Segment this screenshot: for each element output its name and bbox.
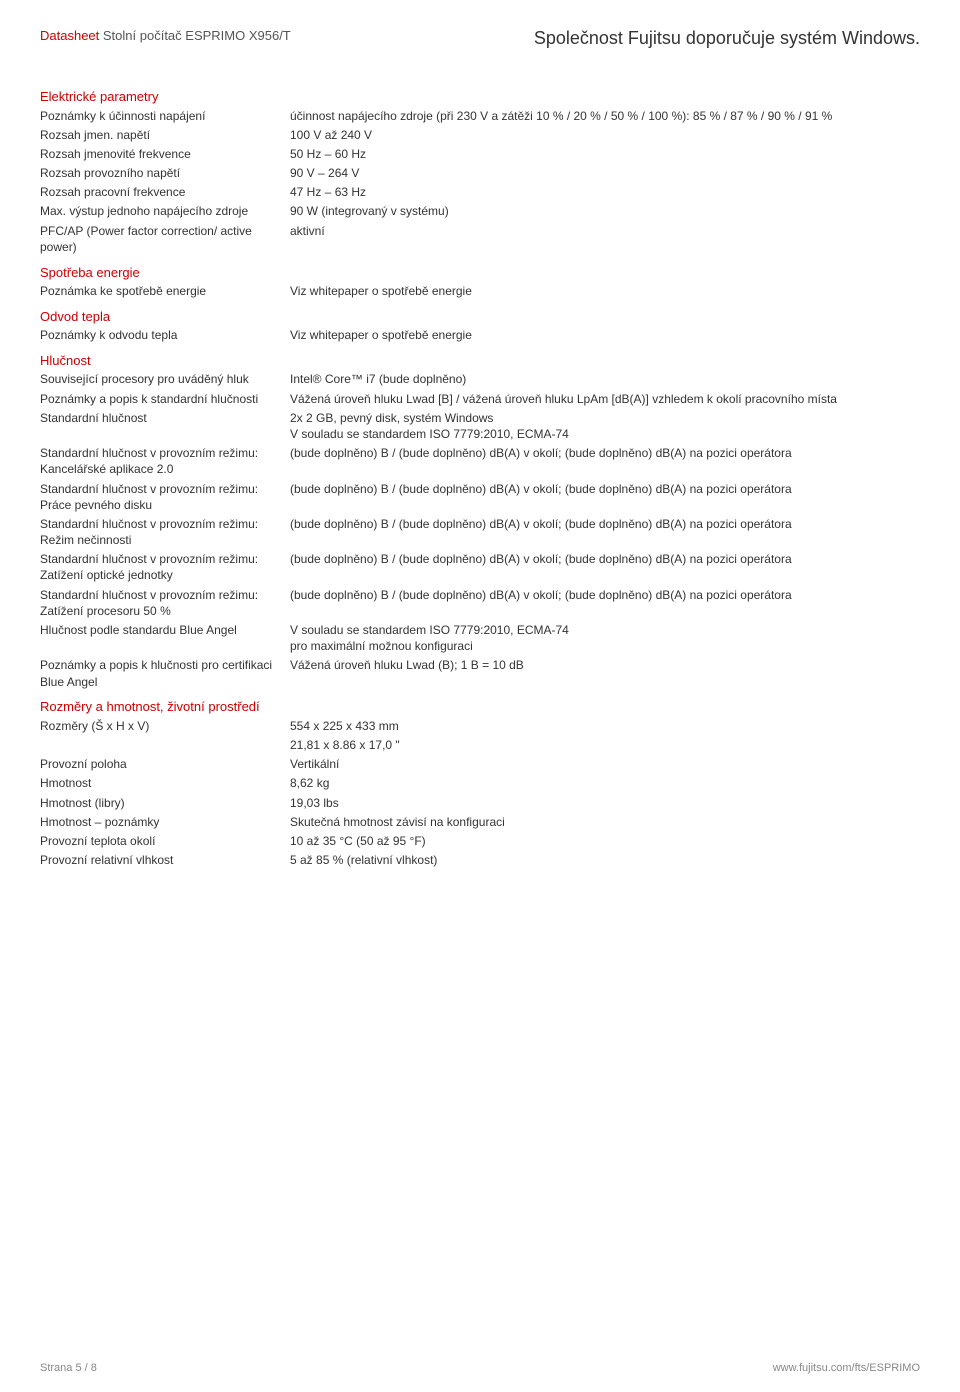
spec-value: Viz whitepaper o spotřebě energie [290, 327, 920, 343]
spec-value: 10 až 35 °C (50 až 95 °F) [290, 833, 920, 849]
spec-value: Viz whitepaper o spotřebě energie [290, 283, 920, 299]
spec-row: Rozsah pracovní frekvence47 Hz – 63 Hz [40, 183, 920, 202]
spec-label: Provozní poloha [40, 756, 290, 772]
spec-row: Hmotnost (libry)19,03 lbs [40, 793, 920, 812]
spec-label: Provozní relativní vlhkost [40, 852, 290, 868]
spec-row: Standardní hlučnost v provozním režimu: … [40, 585, 920, 620]
spec-value: (bude doplněno) B / (bude doplněno) dB(A… [290, 516, 920, 532]
spec-row: PFC/AP (Power factor correction/ active … [40, 221, 920, 256]
spec-value: Vertikální [290, 756, 920, 772]
spec-label: PFC/AP (Power factor correction/ active … [40, 223, 290, 255]
spec-value: (bude doplněno) B / (bude doplněno) dB(A… [290, 445, 920, 461]
spec-row: Provozní relativní vlhkost5 až 85 % (rel… [40, 851, 920, 870]
spec-value: 100 V až 240 V [290, 127, 920, 143]
spec-label: Poznámka ke spotřebě energie [40, 283, 290, 299]
spec-label: Poznámky a popis k standardní hlučnosti [40, 391, 290, 407]
spec-row: Standardní hlučnost v provozním režimu: … [40, 514, 920, 549]
spec-value: Skutečná hmotnost závisí na konfiguraci [290, 814, 920, 830]
spec-value: Vážená úroveň hluku Lwad (B); 1 B = 10 d… [290, 657, 920, 673]
spec-row: Rozsah jmen. napětí100 V až 240 V [40, 125, 920, 144]
page-footer: Strana 5 / 8 www.fujitsu.com/fts/ESPRIMO [40, 1362, 920, 1374]
datasheet-label: Datasheet [40, 28, 99, 43]
spec-row: Poznámky k odvodu teplaViz whitepaper o … [40, 326, 920, 345]
spec-row: 21,81 x 8.86 x 17,0 " [40, 735, 920, 754]
spec-label: Rozsah jmenovité frekvence [40, 146, 290, 162]
spec-label: Standardní hlučnost [40, 410, 290, 426]
spec-label: Hlučnost podle standardu Blue Angel [40, 622, 290, 638]
page-header: Datasheet Stolní počítač ESPRIMO X956/T … [40, 28, 920, 49]
section-title-dimensions: Rozměry a hmotnost, životní prostředí [40, 699, 920, 714]
spec-row: Rozsah provozního napětí90 V – 264 V [40, 164, 920, 183]
spec-label: Poznámky a popis k hlučnosti pro certifi… [40, 657, 290, 689]
section-title-heat: Odvod tepla [40, 309, 920, 324]
spec-label: Hmotnost [40, 775, 290, 791]
spec-label: Rozsah pracovní frekvence [40, 184, 290, 200]
spec-row: Provozní polohaVertikální [40, 755, 920, 774]
spec-value: 8,62 kg [290, 775, 920, 791]
section-title-noise: Hlučnost [40, 353, 920, 368]
spec-value: 5 až 85 % (relativní vlhkost) [290, 852, 920, 868]
spec-value: 47 Hz – 63 Hz [290, 184, 920, 200]
spec-label: Poznámky k odvodu tepla [40, 327, 290, 343]
spec-value: Intel® Core™ i7 (bude doplněno) [290, 371, 920, 387]
header-recommend: Společnost Fujitsu doporučuje systém Win… [534, 28, 920, 49]
spec-row: Hlučnost podle standardu Blue AngelV sou… [40, 621, 920, 656]
spec-label: Poznámky k účinnosti napájení [40, 108, 290, 124]
section-title-consumption: Spotřeba energie [40, 265, 920, 280]
footer-page: Strana 5 / 8 [40, 1362, 97, 1374]
spec-row: Poznámky k účinnosti napájeníúčinnost na… [40, 106, 920, 125]
spec-label: Hmotnost – poznámky [40, 814, 290, 830]
spec-row: Rozměry (Š x H x V)554 x 225 x 433 mm [40, 716, 920, 735]
spec-row: Max. výstup jednoho napájecího zdroje90 … [40, 202, 920, 221]
spec-row: Hmotnost – poznámkySkutečná hmotnost záv… [40, 812, 920, 831]
spec-row: Související procesory pro uváděný hlukIn… [40, 370, 920, 389]
spec-label: Hmotnost (libry) [40, 795, 290, 811]
spec-value: 21,81 x 8.86 x 17,0 " [290, 737, 920, 753]
spec-value: 90 V – 264 V [290, 165, 920, 181]
spec-value: 2x 2 GB, pevný disk, systém Windows V so… [290, 410, 920, 442]
spec-label: Rozsah jmen. napětí [40, 127, 290, 143]
section-title-electrical: Elektrické parametry [40, 89, 920, 104]
product-title: Stolní počítač ESPRIMO X956/T [103, 28, 291, 43]
spec-value: aktivní [290, 223, 920, 239]
spec-label: Standardní hlučnost v provozním režimu: … [40, 551, 290, 583]
spec-label: Provozní teplota okolí [40, 833, 290, 849]
spec-label: Související procesory pro uváděný hluk [40, 371, 290, 387]
spec-row: Poznámka ke spotřebě energieViz whitepap… [40, 282, 920, 301]
header-left: Datasheet Stolní počítač ESPRIMO X956/T [40, 28, 291, 43]
spec-label: Standardní hlučnost v provozním režimu: … [40, 445, 290, 477]
spec-value: 19,03 lbs [290, 795, 920, 811]
spec-value: Vážená úroveň hluku Lwad [B] / vážená úr… [290, 391, 920, 407]
spec-value: účinnost napájecího zdroje (při 230 V a … [290, 108, 920, 124]
spec-label: Standardní hlučnost v provozním režimu: … [40, 587, 290, 619]
spec-value: 50 Hz – 60 Hz [290, 146, 920, 162]
spec-label: Max. výstup jednoho napájecího zdroje [40, 203, 290, 219]
spec-row: Provozní teplota okolí10 až 35 °C (50 až… [40, 831, 920, 850]
spec-row: Standardní hlučnost v provozním režimu: … [40, 479, 920, 514]
spec-value: V souladu se standardem ISO 7779:2010, E… [290, 622, 920, 654]
spec-value: 90 W (integrovaný v systému) [290, 203, 920, 219]
spec-label: Rozměry (Š x H x V) [40, 718, 290, 734]
spec-value: 554 x 225 x 433 mm [290, 718, 920, 734]
spec-value: (bude doplněno) B / (bude doplněno) dB(A… [290, 551, 920, 567]
spec-row: Standardní hlučnost2x 2 GB, pevný disk, … [40, 408, 920, 443]
spec-label: Standardní hlučnost v provozním režimu: … [40, 481, 290, 513]
spec-value: (bude doplněno) B / (bude doplněno) dB(A… [290, 587, 920, 603]
content: Elektrické parametry Poznámky k účinnosti… [40, 89, 920, 870]
spec-row: Standardní hlučnost v provozním režimu: … [40, 444, 920, 479]
spec-row: Rozsah jmenovité frekvence50 Hz – 60 Hz [40, 144, 920, 163]
spec-label: Standardní hlučnost v provozním režimu: … [40, 516, 290, 548]
footer-url: www.fujitsu.com/fts/ESPRIMO [773, 1362, 920, 1374]
spec-row: Standardní hlučnost v provozním režimu: … [40, 550, 920, 585]
spec-row: Poznámky a popis k standardní hlučnostiV… [40, 389, 920, 408]
spec-value: (bude doplněno) B / (bude doplněno) dB(A… [290, 481, 920, 497]
spec-row: Hmotnost8,62 kg [40, 774, 920, 793]
spec-row: Poznámky a popis k hlučnosti pro certifi… [40, 656, 920, 691]
spec-label: Rozsah provozního napětí [40, 165, 290, 181]
